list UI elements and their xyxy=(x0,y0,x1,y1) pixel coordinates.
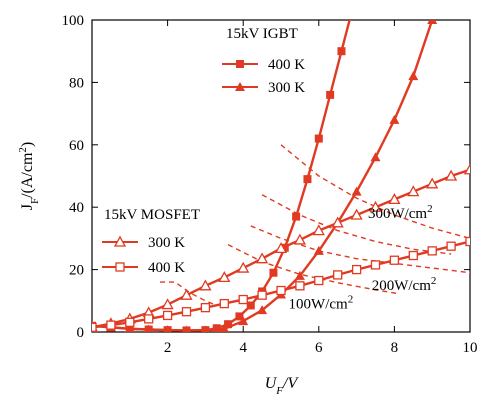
data-point-igbt_400 xyxy=(212,324,221,332)
data-point-igbt_400 xyxy=(224,320,233,329)
x-tick-label: 6 xyxy=(315,340,323,356)
data-point-mosfet_300 xyxy=(312,224,325,236)
data-point-igbt_300 xyxy=(201,325,210,332)
x-tick-label: 10 xyxy=(463,340,478,356)
y-tick-label: 20 xyxy=(69,263,84,279)
data-point-igbt_300 xyxy=(257,305,268,315)
data-point-igbt_300 xyxy=(351,186,362,196)
power-annotation: 200W/cm2 xyxy=(372,275,437,294)
data-point-mosfet_300 xyxy=(369,200,382,212)
series-line-power_100 xyxy=(227,244,399,295)
legend-label: 300 K xyxy=(148,235,185,251)
legend-marker xyxy=(113,235,127,247)
data-point-mosfet_300 xyxy=(218,271,231,283)
power-annotation: 300W/cm2 xyxy=(368,203,433,222)
data-point-igbt_300 xyxy=(163,325,172,332)
data-point-igbt_300 xyxy=(294,270,305,280)
data-point-mosfet_400 xyxy=(257,290,267,300)
data-point-igbt_300 xyxy=(182,325,191,332)
y-tick-label: 80 xyxy=(69,75,84,91)
data-point-mosfet_300 xyxy=(199,279,212,291)
data-point-igbt_300 xyxy=(219,323,229,332)
data-point-mosfet_400 xyxy=(162,310,173,321)
y-tick-label: 0 xyxy=(77,325,85,341)
y-tick-label: 100 xyxy=(62,13,85,29)
data-point-igbt_400 xyxy=(235,312,244,321)
data-point-mosfet_400 xyxy=(200,303,211,313)
y-tick-label: 40 xyxy=(69,200,84,216)
data-point-mosfet_300 xyxy=(388,193,401,205)
data-point-igbt_400 xyxy=(314,134,323,143)
legend-label: 300 K xyxy=(268,80,305,96)
data-point-mosfet_300 xyxy=(274,242,288,254)
data-point-mosfet_400 xyxy=(427,246,437,256)
data-point-igbt_300 xyxy=(370,152,381,162)
data-point-mosfet_400 xyxy=(333,270,343,280)
data-point-mosfet_300 xyxy=(444,169,458,181)
data-point-mosfet_400 xyxy=(106,320,116,330)
series-line-power_200 xyxy=(250,225,470,274)
data-point-mosfet_300 xyxy=(331,216,344,228)
data-point-mosfet_300 xyxy=(255,252,269,264)
data-point-igbt_400 xyxy=(303,175,312,184)
series-line-power_low xyxy=(160,281,214,305)
legend-marker xyxy=(115,262,125,272)
series-line-power_300 xyxy=(280,144,470,240)
data-point-mosfet_400 xyxy=(389,255,400,265)
data-point-igbt_400 xyxy=(280,243,289,252)
data-point-mosfet_300 xyxy=(463,163,470,175)
data-point-igbt_300 xyxy=(427,20,438,24)
data-point-igbt_300 xyxy=(144,324,153,332)
data-point-igbt_300 xyxy=(238,316,249,326)
data-point-igbt_400 xyxy=(326,90,335,99)
data-point-mosfet_300 xyxy=(237,261,250,273)
data-point-mosfet_400 xyxy=(92,322,97,332)
data-point-mosfet_400 xyxy=(276,285,286,296)
y-tick-label: 60 xyxy=(69,138,84,154)
data-point-mosfet_400 xyxy=(181,307,192,317)
legend-marker xyxy=(235,82,245,91)
x-tick-label: 4 xyxy=(239,340,247,356)
data-point-mosfet_300 xyxy=(293,233,307,245)
data-point-mosfet_400 xyxy=(219,298,229,309)
data-point-igbt_300 xyxy=(389,114,400,124)
data-point-mosfet_400 xyxy=(408,250,418,261)
x-axis-title: UF/V xyxy=(265,375,300,397)
data-point-igbt_400 xyxy=(337,47,346,56)
legend-title: 15kV IGBT xyxy=(226,26,298,42)
data-point-mosfet_400 xyxy=(370,260,381,270)
data-point-igbt_400 xyxy=(269,268,278,277)
data-point-mosfet_400 xyxy=(351,264,362,275)
data-point-igbt_400 xyxy=(349,4,357,12)
data-point-mosfet_300 xyxy=(407,185,420,197)
data-point-igbt_300 xyxy=(313,245,324,255)
data-point-igbt_300 xyxy=(408,71,419,81)
y-axis-title: JF/(A/cm2) xyxy=(17,142,41,211)
legend-marker xyxy=(236,60,244,68)
legend-label: 400 K xyxy=(148,260,185,276)
data-point-mosfet_400 xyxy=(465,236,470,247)
data-point-igbt_400 xyxy=(246,301,255,310)
power-annotation: 100W/cm2 xyxy=(289,294,354,313)
legend-title: 15kV MOSFET xyxy=(104,207,200,223)
data-point-mosfet_400 xyxy=(446,241,456,251)
data-point-igbt_300 xyxy=(125,323,135,332)
plot-frame xyxy=(91,19,471,333)
data-point-mosfet_400 xyxy=(295,281,305,291)
data-point-mosfet_300 xyxy=(426,177,439,189)
data-point-mosfet_300 xyxy=(180,288,193,300)
data-point-mosfet_400 xyxy=(314,275,324,286)
data-point-mosfet_400 xyxy=(125,317,135,327)
x-tick-label: 2 xyxy=(164,340,172,356)
data-point-mosfet_300 xyxy=(161,298,174,310)
legend-label: 400 K xyxy=(268,57,305,73)
data-point-mosfet_400 xyxy=(144,314,154,324)
data-point-igbt_400 xyxy=(292,212,301,221)
data-point-mosfet_400 xyxy=(238,294,248,305)
x-tick-label: 8 xyxy=(391,340,399,356)
data-point-mosfet_300 xyxy=(350,208,363,220)
series-line-power_300_b xyxy=(261,194,452,255)
